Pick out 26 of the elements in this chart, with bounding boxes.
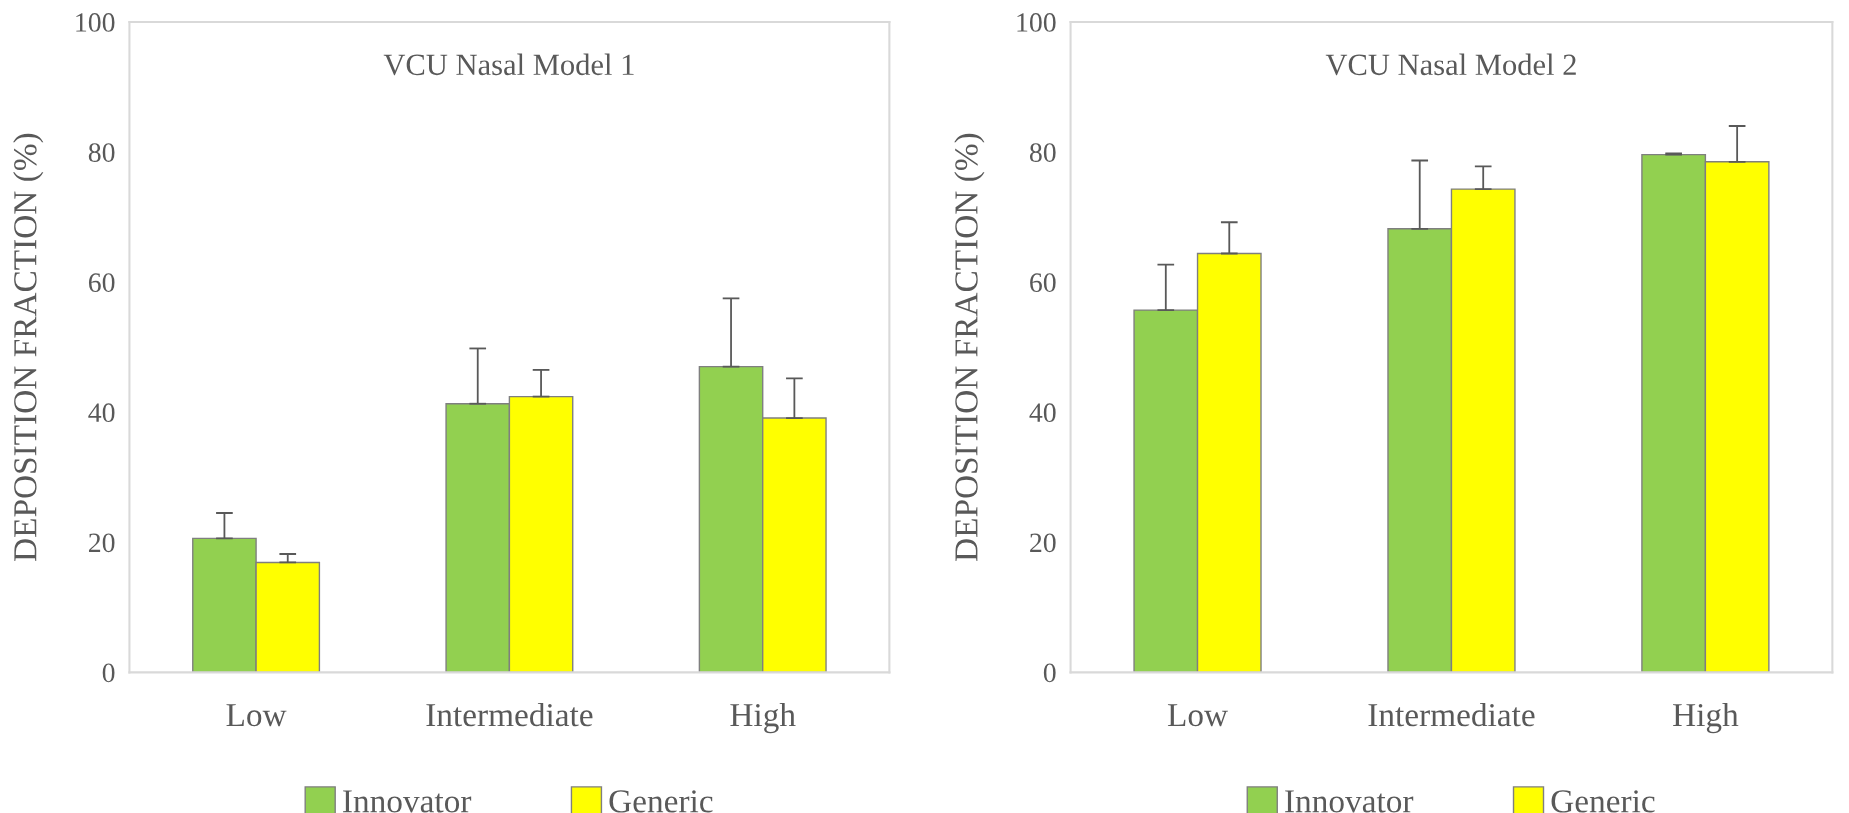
text: VCU Nasal Model 2 <box>1325 53 1576 76</box>
y-tick-label: 0 <box>1043 663 1056 683</box>
y-axis-title: DEPOSITION FRACTION (%) <box>13 133 44 561</box>
y-axis-title: DEPOSITION FRACTION (%) <box>954 133 985 561</box>
y-tick-label: 60 <box>1030 273 1056 293</box>
y-tick-label: 100 <box>1017 13 1056 32</box>
y-tick-label: 60 <box>88 273 115 293</box>
legend-label: Generic <box>1551 790 1655 813</box>
x-tick-label: Low <box>1167 704 1228 727</box>
y-tick-label: 100 <box>76 13 115 32</box>
text: VCU Nasal Model 1 <box>383 53 634 76</box>
y-tick-label: 40 <box>1029 403 1056 423</box>
y-tick-label: 80 <box>88 143 115 162</box>
legend-label: Innovator <box>343 790 472 813</box>
x-tick-label: Intermediate <box>1368 702 1535 727</box>
x-tick-label: High <box>1673 702 1739 734</box>
legend-label: Innovator <box>1285 790 1414 813</box>
y-tick-label: 40 <box>88 403 115 423</box>
x-tick-label: High <box>730 702 796 734</box>
y-tick-label: 20 <box>88 533 115 553</box>
y-tick-label: 80 <box>1029 143 1056 162</box>
legend-label: Generic <box>609 790 713 813</box>
x-tick-label: Intermediate <box>426 702 593 727</box>
x-tick-label: Low <box>226 704 287 727</box>
y-tick-label: 20 <box>1030 533 1056 553</box>
y-tick-label: 0 <box>102 663 115 683</box>
